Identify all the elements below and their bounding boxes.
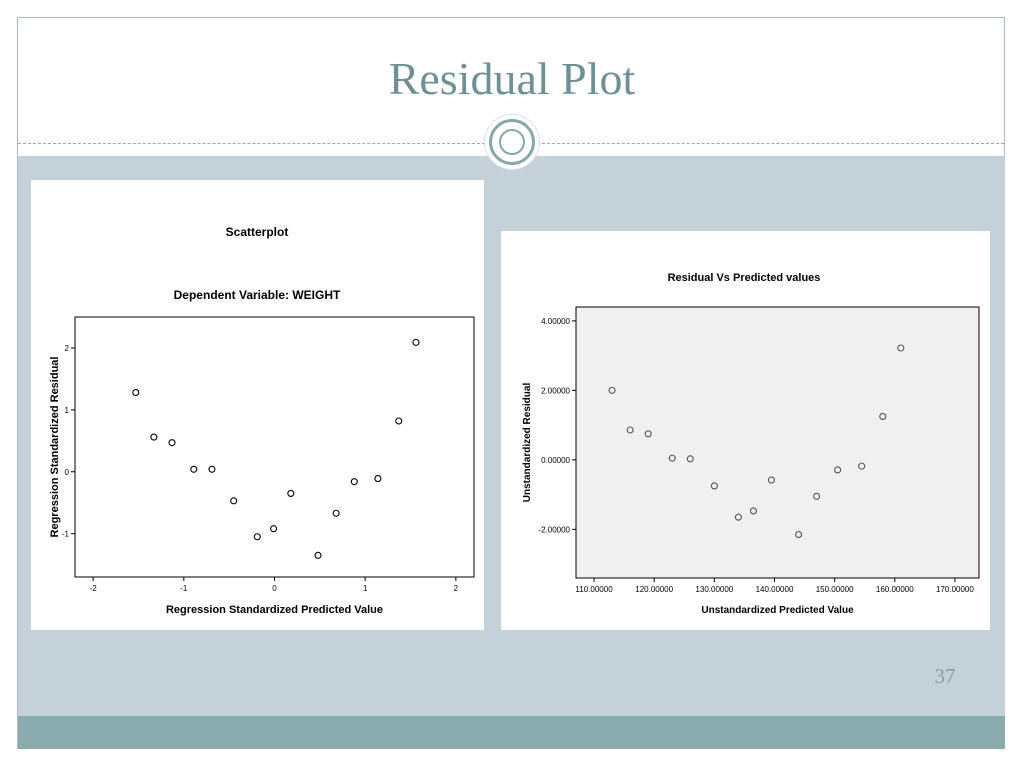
x-axis-label: Unstandardized Predicted Value <box>701 605 854 616</box>
x-tick-label: -1 <box>180 584 188 593</box>
data-point <box>350 478 358 486</box>
data-point <box>287 489 295 497</box>
x-tick-label: 1 <box>363 584 368 593</box>
ornament-circle <box>489 119 535 165</box>
x-tick-label: 170.00000 <box>936 585 974 594</box>
x-tick-label: 110.00000 <box>575 585 613 594</box>
data-point <box>858 462 866 470</box>
y-tick-label: 4.00000 <box>541 317 570 326</box>
data-point <box>332 509 340 517</box>
footer-band <box>18 716 1005 749</box>
y-axis-label: Regression Standardized Residual <box>49 357 61 538</box>
y-tick-label: 0.00000 <box>541 456 570 465</box>
data-point <box>230 497 238 505</box>
ornament-inner-ring <box>499 129 525 155</box>
chart-title: Residual Vs Predicted values <box>668 272 821 284</box>
page-number: 37 <box>934 664 956 688</box>
chart-subtitle: Dependent Variable: WEIGHT <box>174 288 341 302</box>
plot-area <box>575 306 980 579</box>
data-point <box>190 465 198 473</box>
plot-area <box>74 316 475 578</box>
chart-panel-residual-vs-predicted: Residual Vs Predicted values 110.00000 120… <box>501 231 990 630</box>
x-tick-label: 130.00000 <box>695 585 733 594</box>
data-point <box>314 551 322 559</box>
x-tick-label: 120.00000 <box>635 585 673 594</box>
x-tick-label: -2 <box>90 584 98 593</box>
data-point <box>395 417 403 425</box>
chart-title: Scatterplot <box>226 225 289 239</box>
y-tick-label: 1 <box>65 406 70 415</box>
data-point <box>270 525 278 533</box>
chart-scatterplot: Scatterplot Dependent Variable: WEIGHT -2 -… <box>49 225 475 616</box>
data-point <box>879 412 887 420</box>
data-point <box>749 507 757 515</box>
data-point <box>834 466 842 474</box>
x-tick-label: 2 <box>454 584 459 593</box>
data-point <box>150 433 158 441</box>
data-point <box>686 455 694 463</box>
data-point <box>412 338 420 346</box>
x-tick-label: 0 <box>272 584 277 593</box>
data-point <box>168 439 176 447</box>
x-tick-label: 150.00000 <box>816 585 854 594</box>
data-point <box>132 388 140 397</box>
data-point <box>734 513 742 521</box>
data-point <box>668 454 676 462</box>
y-tick-label: 2.00000 <box>541 386 570 395</box>
x-tick-label: 140.00000 <box>756 585 794 594</box>
x-axis-label: Regression Standardized Predicted Value <box>166 604 383 616</box>
y-axis-label: Unstandardized Residual <box>522 383 533 503</box>
chart-residual-vs-predicted: Residual Vs Predicted values 110.00000 120… <box>522 272 980 616</box>
data-point <box>608 386 616 394</box>
slide-title: Residual Plot <box>388 53 636 104</box>
data-point <box>813 492 821 500</box>
data-point <box>253 533 261 541</box>
y-tick-label: -1 <box>62 530 70 539</box>
data-point <box>626 426 634 434</box>
y-tick-label: -2.00000 <box>538 525 570 534</box>
y-tick-label: 2 <box>65 344 70 353</box>
data-point <box>710 482 718 490</box>
data-point <box>208 465 216 473</box>
chart-panel-scatterplot: Scatterplot Dependent Variable: WEIGHT -2 -… <box>31 180 484 630</box>
x-tick-label: 160.00000 <box>876 585 914 594</box>
data-point <box>795 531 803 539</box>
y-tick-label: 0 <box>65 468 70 477</box>
data-point <box>767 476 776 484</box>
data-point <box>374 475 382 483</box>
data-point <box>897 344 905 352</box>
data-point <box>644 430 652 438</box>
